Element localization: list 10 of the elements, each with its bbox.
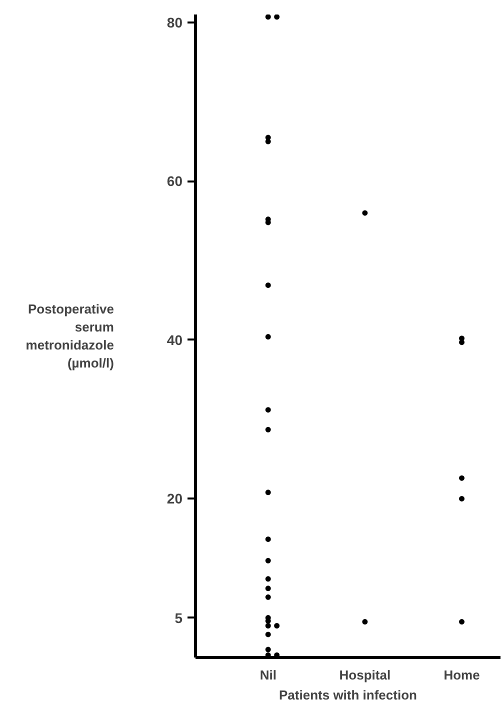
x-tick-label: Hospital (339, 668, 391, 682)
y-tick-label: 5 (174, 610, 183, 626)
x-axis-title: Patients with infection (279, 688, 418, 702)
y-tick-label: 60 (166, 173, 183, 190)
y-tick-label: 40 (166, 332, 183, 348)
x-tick-label: Nil (260, 668, 276, 682)
y-tick-label: 20 (166, 490, 183, 507)
y-axis-title: Postoperative serum metronidazole (µmol/l) (26, 302, 114, 370)
x-tick-label: Home (444, 668, 480, 682)
y-tick-label: 80 (166, 14, 183, 30)
